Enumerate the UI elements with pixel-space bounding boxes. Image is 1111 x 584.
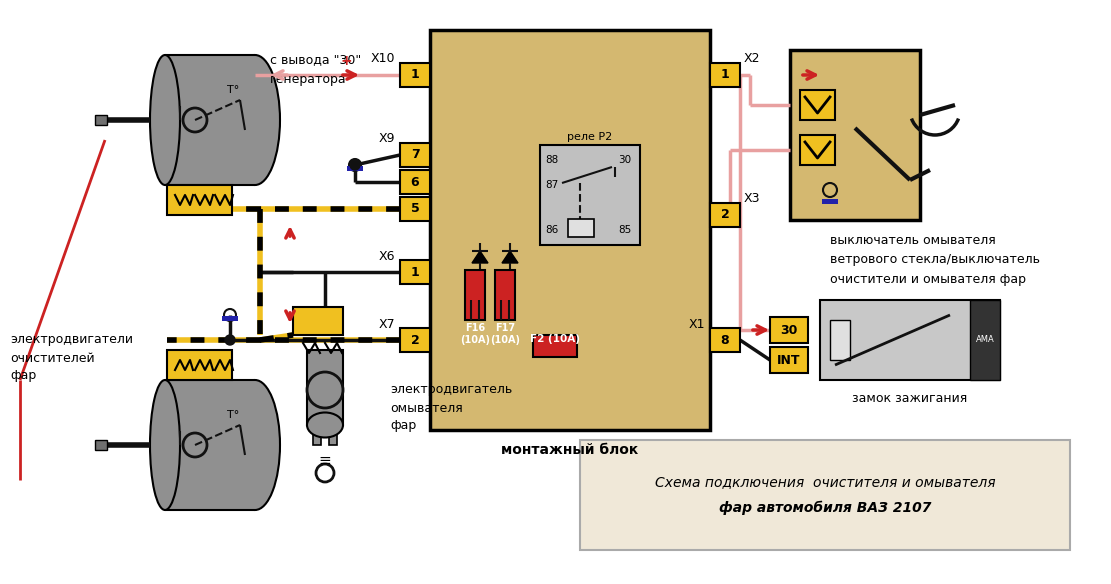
Text: F16: F16 — [464, 323, 486, 333]
Text: X3: X3 — [744, 193, 761, 206]
Bar — [166, 55, 256, 185]
Text: ≡: ≡ — [319, 453, 331, 468]
Text: T°: T° — [227, 85, 239, 95]
Bar — [400, 197, 430, 221]
Text: INT: INT — [778, 353, 801, 367]
Text: F17: F17 — [494, 323, 516, 333]
Bar — [540, 145, 640, 245]
Text: +: + — [340, 54, 351, 68]
Bar — [790, 50, 920, 220]
Text: Схема подключения  очистителя и омывателя: Схема подключения очистителя и омывателя — [654, 475, 995, 489]
Bar — [970, 300, 1000, 380]
Text: с вывода "30": с вывода "30" — [270, 54, 361, 67]
Text: X7: X7 — [379, 318, 396, 331]
Text: (10A): (10A) — [490, 335, 520, 345]
Bar — [307, 350, 343, 425]
Ellipse shape — [150, 380, 180, 510]
Bar — [293, 307, 343, 335]
Circle shape — [226, 335, 236, 345]
Text: замок зажигания: замок зажигания — [852, 391, 968, 405]
Bar — [830, 320, 850, 360]
Bar — [400, 63, 430, 87]
Text: 87: 87 — [546, 180, 558, 190]
Text: ветрового стекла/выключатель: ветрового стекла/выключатель — [830, 253, 1040, 266]
Bar — [710, 328, 740, 352]
Ellipse shape — [230, 380, 280, 510]
Text: 86: 86 — [546, 225, 558, 235]
Bar — [400, 260, 430, 284]
Text: 6: 6 — [411, 176, 419, 189]
Bar — [329, 425, 337, 445]
Text: (10A): (10A) — [460, 335, 490, 345]
Bar — [822, 199, 838, 204]
Text: фар: фар — [390, 419, 417, 433]
Text: T°: T° — [227, 410, 239, 420]
Text: монтажный блок: монтажный блок — [501, 443, 639, 457]
Text: 1: 1 — [411, 266, 419, 279]
Text: АМА: АМА — [975, 335, 994, 345]
Text: 2: 2 — [411, 333, 419, 346]
Polygon shape — [472, 251, 488, 263]
Bar — [400, 170, 430, 194]
Text: F2 (10A): F2 (10A) — [530, 334, 580, 344]
Text: 2: 2 — [721, 208, 730, 221]
Text: X10: X10 — [370, 53, 396, 65]
Bar — [770, 347, 808, 373]
Bar — [800, 135, 835, 165]
Bar — [770, 317, 808, 343]
Text: очистителей: очистителей — [10, 352, 94, 364]
Text: 7: 7 — [411, 148, 419, 162]
Text: 1: 1 — [721, 68, 730, 82]
Bar — [400, 143, 430, 167]
Bar — [800, 90, 835, 120]
Text: X9: X9 — [379, 133, 396, 145]
Bar — [313, 425, 321, 445]
Bar — [400, 328, 430, 352]
Bar — [533, 335, 577, 357]
Text: 5: 5 — [411, 203, 419, 215]
Text: фар: фар — [10, 370, 37, 383]
Bar — [166, 380, 256, 510]
Text: электродвигатель: электродвигатель — [390, 384, 512, 397]
Text: 1: 1 — [411, 68, 419, 82]
Text: реле Р2: реле Р2 — [568, 132, 612, 142]
Ellipse shape — [150, 55, 180, 185]
Text: 88: 88 — [546, 155, 558, 165]
Polygon shape — [502, 251, 518, 263]
Text: фар автомобиля ВАЗ 2107: фар автомобиля ВАЗ 2107 — [719, 501, 931, 515]
Bar — [96, 115, 107, 125]
Text: 85: 85 — [618, 225, 631, 235]
Ellipse shape — [230, 55, 280, 185]
Text: 30: 30 — [780, 324, 798, 336]
Bar — [222, 316, 238, 321]
Text: выключатель омывателя: выключатель омывателя — [830, 234, 995, 246]
Text: 8: 8 — [721, 333, 729, 346]
Circle shape — [350, 160, 360, 170]
Bar — [430, 30, 710, 430]
Text: X2: X2 — [744, 53, 761, 65]
Bar — [167, 350, 232, 380]
Text: 30: 30 — [618, 155, 631, 165]
Text: X1: X1 — [689, 318, 705, 331]
Bar — [710, 63, 740, 87]
Bar — [710, 203, 740, 227]
Bar — [568, 219, 594, 237]
Bar — [580, 440, 1070, 550]
Bar — [167, 185, 232, 215]
Text: очистители и омывателя фар: очистители и омывателя фар — [830, 273, 1025, 287]
Text: омывателя: омывателя — [390, 402, 463, 415]
Bar — [496, 270, 516, 320]
Bar — [347, 166, 363, 171]
Text: генератора: генератора — [270, 74, 347, 86]
Text: X6: X6 — [379, 249, 396, 262]
Bar — [466, 270, 486, 320]
Bar — [820, 300, 1000, 380]
Ellipse shape — [307, 412, 343, 437]
Text: электродвигатели: электродвигатели — [10, 333, 133, 346]
Bar — [96, 440, 107, 450]
